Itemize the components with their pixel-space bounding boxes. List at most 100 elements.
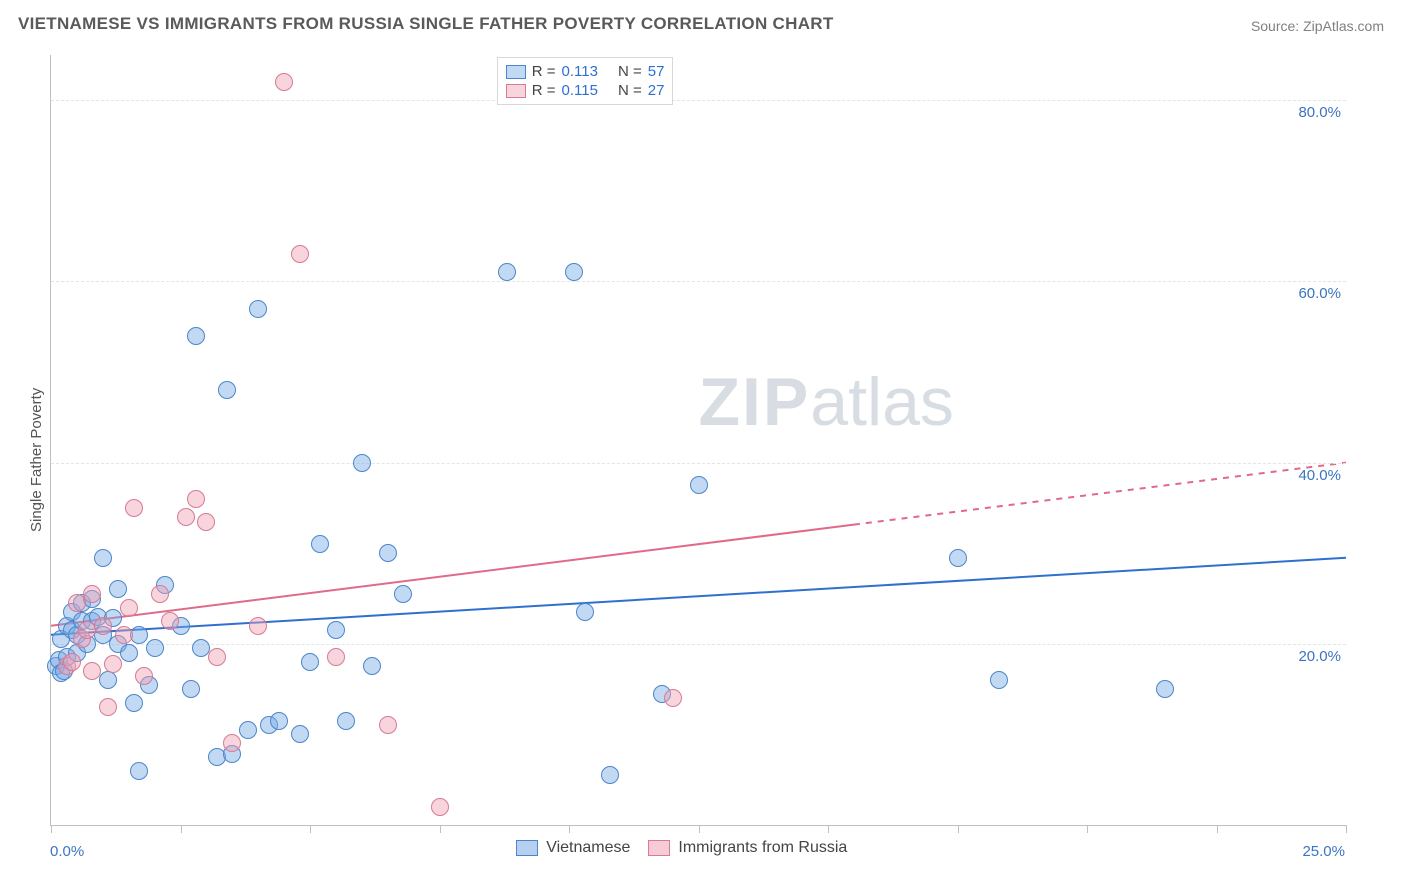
legend-item: Vietnamese: [516, 839, 630, 857]
data-point-vietnamese: [379, 544, 397, 562]
x-tick-label: 0.0%: [50, 843, 84, 860]
data-point-vietnamese: [327, 621, 345, 639]
data-point-vietnamese: [94, 549, 112, 567]
legend-label: Vietnamese: [546, 839, 630, 857]
gridline: [51, 644, 1346, 645]
stats-row-russia: R = 0.115 N = 27: [506, 82, 665, 99]
data-point-vietnamese: [498, 263, 516, 281]
data-point-vietnamese: [99, 671, 117, 689]
data-point-russia: [327, 648, 345, 666]
swatch-icon: [506, 65, 526, 79]
y-tick-label: 40.0%: [1271, 467, 1341, 484]
data-point-vietnamese: [218, 381, 236, 399]
data-point-russia: [83, 585, 101, 603]
x-tick: [699, 825, 700, 833]
data-point-russia: [83, 662, 101, 680]
x-tick: [51, 825, 52, 833]
correlation-stats-box: R = 0.113 N = 57 R = 0.115 N = 27: [497, 57, 674, 105]
legend-item: Immigrants from Russia: [648, 839, 847, 857]
data-point-russia: [94, 617, 112, 635]
data-point-vietnamese: [291, 725, 309, 743]
source-attribution: Source: ZipAtlas.com: [1251, 18, 1384, 34]
data-point-russia: [177, 508, 195, 526]
data-point-russia: [379, 716, 397, 734]
series-legend: Vietnamese Immigrants from Russia: [516, 839, 847, 857]
chart-title: VIETNAMESE VS IMMIGRANTS FROM RUSSIA SIN…: [18, 14, 834, 34]
data-point-russia: [99, 698, 117, 716]
data-point-vietnamese: [249, 300, 267, 318]
data-point-russia: [291, 245, 309, 263]
data-point-vietnamese: [337, 712, 355, 730]
data-point-russia: [275, 73, 293, 91]
data-point-vietnamese: [363, 657, 381, 675]
data-point-vietnamese: [990, 671, 1008, 689]
n-label: N =: [618, 82, 642, 99]
x-tick: [1217, 825, 1218, 833]
x-tick: [958, 825, 959, 833]
data-point-russia: [161, 612, 179, 630]
data-point-vietnamese: [120, 644, 138, 662]
x-tick: [310, 825, 311, 833]
data-point-vietnamese: [109, 580, 127, 598]
data-point-vietnamese: [565, 263, 583, 281]
data-point-vietnamese: [353, 454, 371, 472]
x-tick: [1087, 825, 1088, 833]
y-tick-label: 60.0%: [1271, 285, 1341, 302]
legend-label: Immigrants from Russia: [678, 839, 847, 857]
data-point-vietnamese: [125, 694, 143, 712]
data-point-russia: [115, 626, 133, 644]
swatch-icon: [648, 840, 670, 856]
data-point-vietnamese: [146, 639, 164, 657]
data-point-vietnamese: [949, 549, 967, 567]
x-tick: [440, 825, 441, 833]
data-point-russia: [187, 490, 205, 508]
data-point-russia: [208, 648, 226, 666]
x-tick-label: 25.0%: [1302, 843, 1345, 860]
r-label: R =: [532, 82, 556, 99]
y-axis-title: Single Father Poverty: [28, 388, 45, 532]
data-point-vietnamese: [301, 653, 319, 671]
plot-area: ZIPatlas 20.0%40.0%60.0%80.0%: [50, 55, 1346, 826]
data-point-russia: [151, 585, 169, 603]
data-point-vietnamese: [270, 712, 288, 730]
data-point-vietnamese: [601, 766, 619, 784]
r-value: 0.113: [562, 63, 598, 80]
data-point-vietnamese: [130, 762, 148, 780]
data-point-russia: [664, 689, 682, 707]
data-point-vietnamese: [1156, 680, 1174, 698]
data-point-vietnamese: [187, 327, 205, 345]
data-point-russia: [249, 617, 267, 635]
data-point-vietnamese: [182, 680, 200, 698]
r-value: 0.115: [562, 82, 598, 99]
data-point-vietnamese: [311, 535, 329, 553]
swatch-icon: [516, 840, 538, 856]
swatch-icon: [506, 84, 526, 98]
data-point-russia: [120, 599, 138, 617]
x-tick: [828, 825, 829, 833]
trend-line: [51, 558, 1346, 635]
data-point-russia: [431, 798, 449, 816]
data-point-russia: [223, 734, 241, 752]
data-point-russia: [104, 655, 122, 673]
n-label: N =: [618, 63, 642, 80]
n-value: 57: [648, 63, 665, 80]
y-tick-label: 80.0%: [1271, 104, 1341, 121]
data-point-vietnamese: [239, 721, 257, 739]
data-point-vietnamese: [394, 585, 412, 603]
x-tick: [181, 825, 182, 833]
data-point-russia: [63, 653, 81, 671]
gridline: [51, 281, 1346, 282]
data-point-vietnamese: [130, 626, 148, 644]
stats-row-vietnamese: R = 0.113 N = 57: [506, 63, 665, 80]
n-value: 27: [648, 82, 665, 99]
y-tick-label: 20.0%: [1271, 648, 1341, 665]
data-point-vietnamese: [690, 476, 708, 494]
data-point-russia: [135, 667, 153, 685]
r-label: R =: [532, 63, 556, 80]
data-point-vietnamese: [576, 603, 594, 621]
gridline: [51, 100, 1346, 101]
plot-svg: [51, 55, 1346, 825]
x-tick: [569, 825, 570, 833]
data-point-russia: [197, 513, 215, 531]
gridline: [51, 463, 1346, 464]
